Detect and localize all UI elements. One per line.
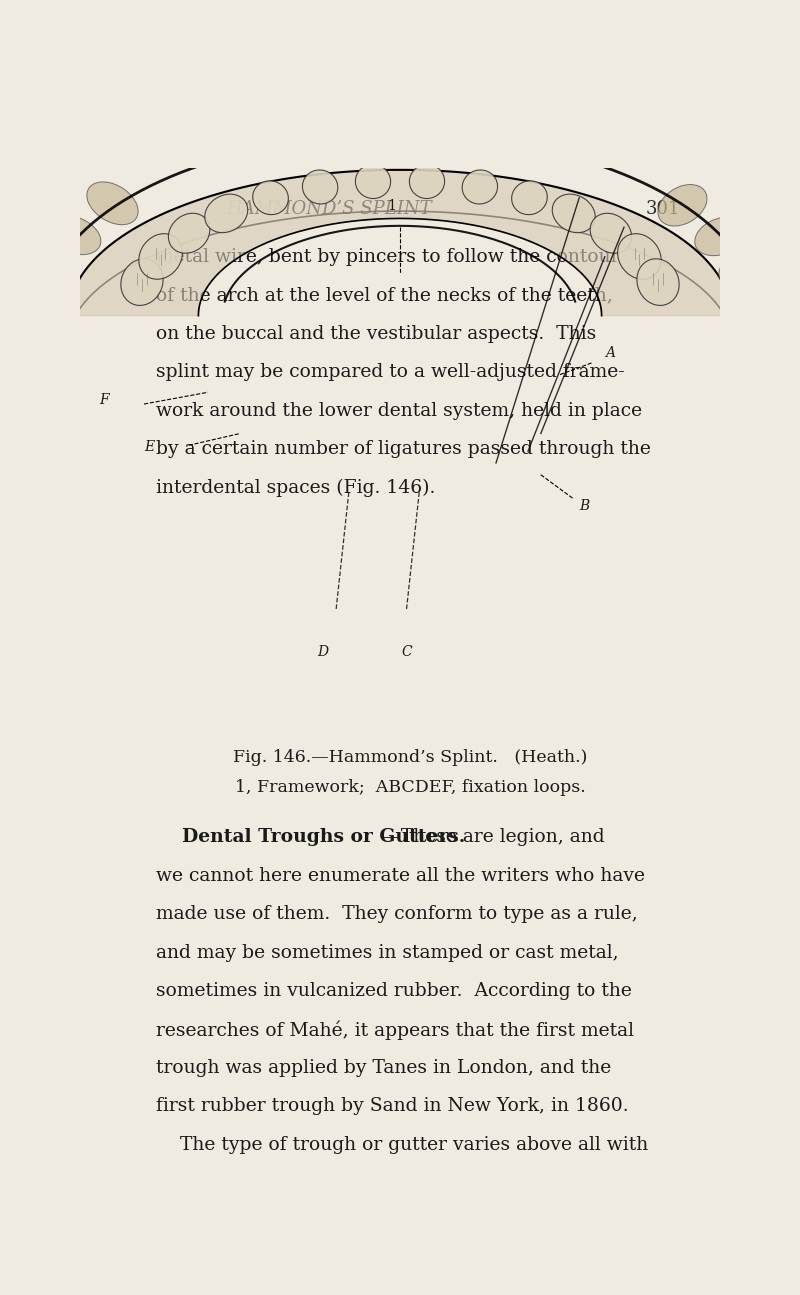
Text: we cannot here enumerate all the writers who have: we cannot here enumerate all the writers… [156,866,645,884]
Text: D: D [318,645,329,659]
Text: and may be sometimes in stamped or cast metal,: and may be sometimes in stamped or cast … [156,944,618,962]
Text: sometimes in vulcanized rubber.  According to the: sometimes in vulcanized rubber. Accordin… [156,982,632,1000]
Text: 1, Framework;  ABCDEF, fixation loops.: 1, Framework; ABCDEF, fixation loops. [234,778,586,795]
Ellipse shape [205,194,248,233]
Text: splint may be compared to a well-adjusted frame-: splint may be compared to a well-adjuste… [156,364,625,381]
Ellipse shape [46,215,101,255]
Text: by a certain number of ligatures passed through the: by a certain number of ligatures passed … [156,440,650,458]
Text: The type of trough or gutter varies above all with: The type of trough or gutter varies abov… [156,1136,648,1154]
Text: E: E [144,440,154,455]
Text: Dental Troughs or Gutters.: Dental Troughs or Gutters. [156,829,465,847]
Ellipse shape [302,170,338,205]
Text: B: B [579,499,590,513]
Text: trough was applied by Tanes in London, and the: trough was applied by Tanes in London, a… [156,1059,611,1077]
Ellipse shape [637,259,679,306]
Ellipse shape [87,181,138,225]
Ellipse shape [462,170,498,205]
Ellipse shape [20,251,77,289]
Text: on the buccal and the vestibular aspects.  This: on the buccal and the vestibular aspects… [156,325,596,343]
Ellipse shape [719,253,772,289]
Text: made use of them.  They conform to type as a rule,: made use of them. They conform to type a… [156,905,638,923]
Ellipse shape [139,233,182,280]
Ellipse shape [168,214,210,254]
Text: interdental spaces (Fig. 146).: interdental spaces (Fig. 146). [156,478,435,497]
Text: A: A [605,346,614,360]
Text: C: C [401,645,412,659]
Ellipse shape [590,214,632,254]
Text: of the arch at the level of the necks of the teeth,: of the arch at the level of the necks of… [156,286,613,304]
Ellipse shape [618,233,661,280]
Text: 301: 301 [646,201,680,219]
Text: researches of Mahé, it appears that the first metal: researches of Mahé, it appears that the … [156,1020,634,1040]
Text: metal wire, bent by pincers to follow the contour: metal wire, bent by pincers to follow th… [156,249,619,267]
Ellipse shape [658,184,707,227]
Text: Fig. 146.—Hammond’s Splint.   (Heath.): Fig. 146.—Hammond’s Splint. (Heath.) [233,749,587,765]
Text: HAMMOND’S SPLINT: HAMMOND’S SPLINT [226,201,432,219]
Ellipse shape [121,259,163,306]
Polygon shape [69,170,731,316]
Ellipse shape [355,164,390,198]
Ellipse shape [552,194,595,233]
Text: F: F [99,394,109,407]
Text: work around the lower dental system, held in place: work around the lower dental system, hel… [156,401,642,420]
Text: —These are legion, and: —These are legion, and [382,829,605,847]
Ellipse shape [253,181,288,215]
Ellipse shape [410,164,445,198]
Text: first rubber trough by Sand in New York, in 1860.: first rubber trough by Sand in New York,… [156,1097,629,1115]
Ellipse shape [512,181,547,215]
Text: 1: 1 [387,198,396,212]
Ellipse shape [694,218,746,255]
